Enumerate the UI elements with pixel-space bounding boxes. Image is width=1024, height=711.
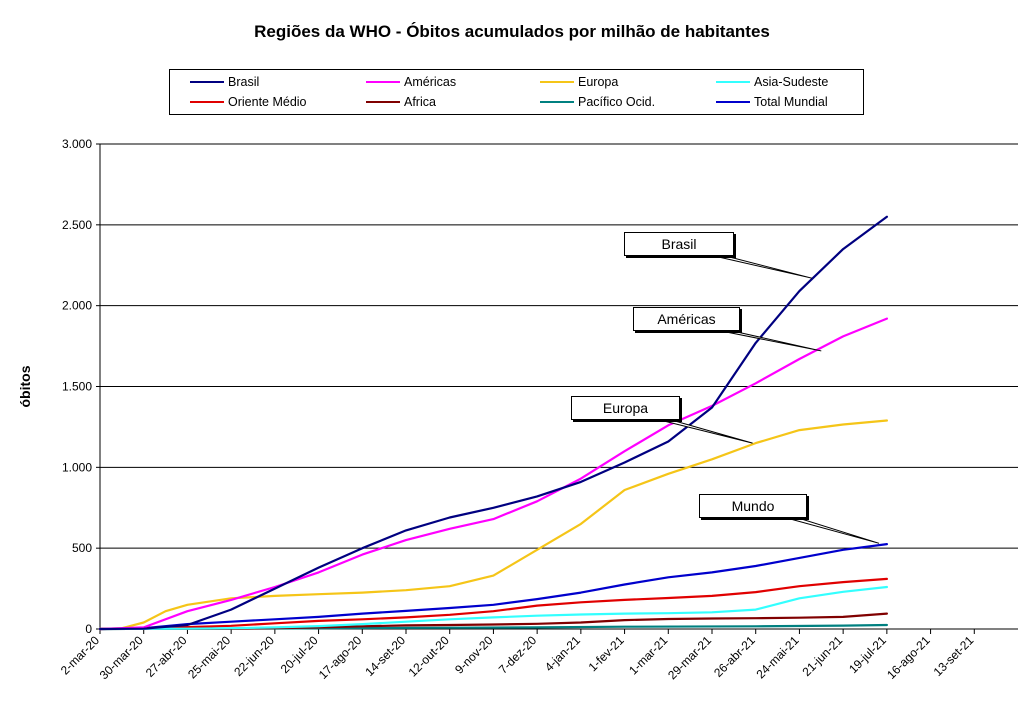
legend-swatch — [540, 101, 574, 103]
legend-item: Brasil — [190, 73, 259, 91]
y-axis-label: óbitos — [17, 365, 33, 407]
x-tick-label: 1-mar-21 — [626, 633, 671, 678]
x-tick-label: 2-mar-20 — [58, 633, 103, 678]
x-tick-label: 12-out-20 — [406, 633, 452, 679]
x-tick-label: 27-abr-20 — [143, 633, 190, 680]
legend-item: Asia-Sudeste — [716, 73, 828, 91]
x-tick-label: 17-ago-20 — [316, 633, 365, 682]
legend-item: Africa — [366, 93, 436, 111]
legend-label: Europa — [578, 75, 619, 89]
x-tick-label: 19-jul-21 — [846, 633, 889, 676]
legend-label: Asia-Sudeste — [754, 75, 829, 89]
annotation-pointer — [716, 329, 822, 352]
legend-swatch — [366, 81, 400, 83]
annotation-pointer — [782, 516, 880, 544]
annotation-label: Brasil — [624, 232, 734, 256]
series-line-asia-sudeste — [98, 585, 888, 631]
series-line-brasil — [98, 215, 888, 631]
legend-swatch — [190, 81, 224, 83]
x-tick-label: 25-mai-20 — [185, 633, 233, 681]
y-tick-label: 500 — [72, 541, 92, 555]
legend-item: Américas — [366, 73, 456, 91]
x-tick-label: 7-dez-20 — [496, 633, 540, 677]
annotation-pointer — [709, 254, 813, 279]
x-tick-label: 16-ago-21 — [884, 633, 933, 682]
x-tick-label: 14-set-20 — [362, 633, 408, 679]
x-tick-label: 9-nov-20 — [452, 633, 496, 677]
y-tick-label: 1.500 — [62, 380, 92, 394]
legend-label: Pacífico Ocid. — [578, 95, 656, 109]
x-tick-label: 4-jan-21 — [542, 633, 583, 674]
annotation-label: Américas — [633, 307, 740, 331]
x-tick-label: 13-set-21 — [931, 633, 977, 679]
legend-swatch — [366, 101, 400, 103]
series-line-oriente-m-dio — [98, 577, 888, 631]
y-tick-label: 3.000 — [62, 137, 92, 151]
legend-label: Oriente Médio — [228, 95, 307, 109]
legend-swatch — [716, 101, 750, 103]
legend-label: Total Mundial — [754, 95, 828, 109]
series-line-total-mundial — [98, 543, 888, 631]
y-tick-label: 0 — [85, 622, 92, 636]
x-tick-label: 30-mar-20 — [97, 633, 146, 682]
x-tick-label: 24-mai-21 — [753, 633, 801, 681]
legend-item: Total Mundial — [716, 93, 828, 111]
legend-label: Africa — [404, 95, 436, 109]
legend-item: Oriente Médio — [190, 93, 307, 111]
annotation-label: Mundo — [699, 494, 807, 518]
y-tick-label: 2.500 — [62, 218, 92, 232]
x-tick-label: 26-abr-21 — [711, 633, 758, 680]
series-line-europa — [98, 419, 888, 631]
x-tick-label: 21-jun-21 — [800, 633, 846, 679]
legend-item: Pacífico Ocid. — [540, 93, 655, 111]
legend-label: Américas — [404, 75, 457, 89]
x-tick-label: 20-jul-20 — [278, 633, 321, 676]
legend: Brasil Américas Europa Asia-Sudeste Oriente … — [169, 69, 864, 115]
legend-item: Europa — [540, 73, 618, 91]
x-tick-label: 22-jun-20 — [231, 633, 277, 679]
chart-title: Regiões da WHO - Óbitos acumulados por m… — [254, 22, 770, 41]
legend-label: Brasil — [228, 75, 260, 89]
y-tick-label: 1.000 — [62, 460, 92, 474]
legend-swatch — [540, 81, 574, 83]
legend-swatch — [190, 101, 224, 103]
x-tick-label: 1-fev-21 — [586, 633, 627, 674]
y-tick-label: 2.000 — [62, 299, 92, 313]
legend-swatch — [716, 81, 750, 83]
x-tick-label: 29-mar-21 — [665, 633, 714, 682]
annotation-label: Europa — [571, 396, 680, 420]
series-line-am-ricas — [98, 317, 888, 631]
